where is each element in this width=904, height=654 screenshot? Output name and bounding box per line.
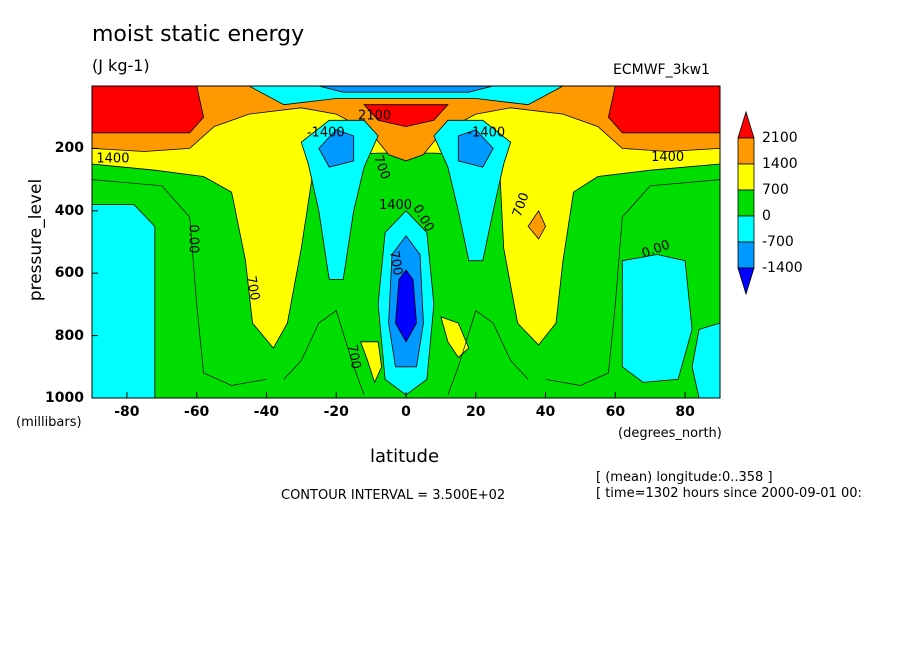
colorbar-swatch (737, 267, 755, 296)
contour-label: -1400 (307, 126, 345, 141)
contour-label: 700 (243, 275, 262, 302)
colorbar-level-label: 1400 (762, 156, 798, 172)
contour-interval: CONTOUR INTERVAL = 3.500E+02 (281, 488, 506, 503)
contour-blue-region (318, 129, 355, 168)
contour-red-region (363, 104, 449, 128)
x-axis-unit: (degrees_north) (618, 426, 722, 441)
contour-label: 0.00 (186, 224, 201, 253)
contour-line (447, 310, 529, 396)
contour-blue-region (457, 129, 494, 168)
x-tick-label: -60 (184, 404, 210, 420)
x-tick-label: -40 (253, 404, 280, 420)
contour-label: 700 (344, 343, 363, 370)
contour-blue-region (318, 85, 494, 93)
contour-yellow-patch (360, 341, 383, 384)
contour-label: 700 (386, 250, 405, 277)
contour-line (283, 310, 365, 396)
contour-darkblue-region (395, 269, 417, 343)
chart-title: moist static energy (92, 22, 305, 47)
contour-yellow-region (91, 85, 721, 349)
colorbar-swatch (737, 163, 755, 191)
x-tick-label: -20 (323, 404, 349, 420)
x-tick-label: 0 (401, 404, 411, 420)
y-tick-label: 800 (54, 327, 84, 344)
colorbar-level-label: 0 (762, 208, 771, 224)
y-tick-label: 1000 (45, 390, 84, 406)
colorbar-level-label: -1400 (762, 260, 803, 276)
contour-label: 1400 (379, 198, 412, 213)
x-tick-label: 80 (675, 404, 695, 420)
x-tick-label: 60 (605, 404, 626, 420)
colorbar-swatch (737, 137, 755, 165)
x-tick-label: -80 (114, 404, 140, 420)
x-tick-label: 20 (466, 404, 486, 420)
contour-red-region (607, 85, 721, 134)
contour-label: 1400 (96, 151, 129, 166)
x-tick-label: 40 (535, 404, 556, 420)
info-line-longitude: [ (mean) longitude:0..358 ] (596, 470, 773, 485)
contour-label: 1400 (651, 150, 684, 165)
colorbar-swatch (737, 189, 755, 217)
contour-yellow-patch (440, 316, 470, 359)
info-line-time: [ time=1302 hours since 2000-09-01 00: (596, 486, 862, 501)
contour-line (545, 179, 721, 386)
contour-line (91, 179, 267, 386)
colorbar-swatch (737, 215, 755, 243)
contour-label: -1400 (467, 126, 505, 141)
colorbar-level-label: 700 (762, 182, 789, 198)
colorbar-swatch (737, 241, 755, 269)
dataset-label: ECMWF_3kw1 (613, 62, 710, 78)
colorbar-swatch (737, 110, 755, 139)
contour-cyan-region (433, 119, 512, 262)
contour-label: 2100 (358, 109, 391, 124)
colorbar-level-label: 2100 (762, 130, 798, 146)
y-tick-label: 200 (54, 140, 84, 157)
y-tick-label: 400 (54, 202, 84, 219)
contour-cyan-region (300, 119, 379, 280)
contour-cyan-region (91, 204, 156, 399)
colorbar-level-label: -700 (762, 234, 794, 250)
contour-red-region (91, 85, 205, 134)
y-tick-label: 600 (54, 265, 84, 282)
y-axis-unit: (millibars) (16, 415, 82, 430)
chart-units: (J kg-1) (92, 56, 150, 75)
contour-orange-patch (527, 209, 547, 240)
x-axis-label: latitude (370, 446, 440, 467)
contour-cyan-region (621, 254, 693, 383)
